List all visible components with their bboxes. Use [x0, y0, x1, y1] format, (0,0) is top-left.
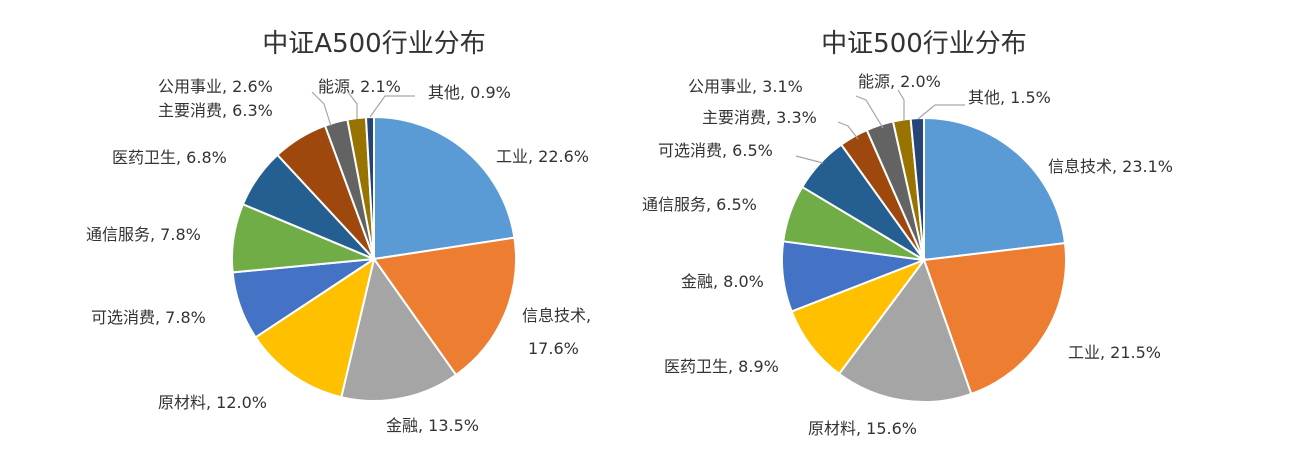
leader-line-公用事业 — [855, 95, 884, 129]
pie-slice-工业 — [373, 115, 516, 261]
leader-line-能源 — [897, 89, 905, 121]
pie-slice-工业 — [922, 241, 1067, 396]
pie-slice-其他 — [909, 116, 925, 261]
data-label-能源: 能源, 2.1% — [318, 77, 401, 96]
data-label-主要消费: 主要消费, 3.3% — [702, 108, 817, 127]
data-label-信息技术: 信息技术, — [522, 306, 591, 325]
data-label-医药卫生: 医药卫生, 8.9% — [664, 357, 779, 376]
leader-line-其他 — [917, 104, 965, 120]
chart-title: 中证500行业分布 — [821, 29, 1027, 59]
leader-line-主要消费 — [837, 121, 859, 140]
data-label-信息技术: 信息技术, 23.1% — [1048, 157, 1173, 176]
data-label-原材料: 原材料, 15.6% — [808, 419, 917, 438]
chart-title: 中证A500行业分布 — [262, 29, 485, 59]
data-label-通信服务: 通信服务, 7.8% — [86, 225, 201, 244]
data-label-其他: 其他, 1.5% — [968, 88, 1051, 107]
data-label-能源: 能源, 2.0% — [858, 72, 941, 91]
leader-line-公用事业 — [311, 91, 332, 127]
data-label-工业: 工业, 22.6% — [496, 147, 589, 166]
data-labels: 工业, 22.6% 信息技术, 金融, 13.5% 原材料, 12.0% 可选消费, 7… — [86, 77, 591, 435]
pie-slice-原材料 — [837, 257, 973, 403]
leader-lines — [311, 91, 415, 127]
data-label-原材料: 原材料, 12.0% — [158, 393, 267, 412]
data-label-可选消费: 可选消费, 7.8% — [91, 308, 206, 327]
leader-line-其他 — [369, 95, 415, 118]
data-labels: 信息技术, 23.1% 工业, 21.5% 原材料, 15.6% 医药卫生, 8.9%… — [642, 72, 1173, 438]
data-label-公用事业: 公用事业, 3.1% — [688, 77, 803, 96]
leader-line-可选消费 — [795, 155, 824, 164]
pie-slice-金融 — [340, 256, 458, 402]
data-label-金融: 金融, 13.5% — [386, 416, 479, 435]
pie-slice-其他 — [364, 115, 375, 260]
data-label-金融: 金融, 8.0% — [681, 272, 764, 291]
data-label-其他: 其他, 0.9% — [428, 83, 511, 102]
chart-csi500: 中证500行业分布 信息技术, 23.1% 工业, 21.5% 原材料, 15.6%… — [642, 29, 1173, 438]
pie-slice-原材料 — [254, 256, 376, 399]
pie-slices — [231, 115, 517, 402]
chart-a500: 中证A500行业分布 工业, 22.6% 信息技术, 金融, 13.5% 原材料, 1… — [86, 29, 591, 435]
data-label-通信服务: 通信服务, 6.5% — [642, 195, 757, 214]
data-label-医药卫生: 医药卫生, 6.8% — [112, 148, 227, 167]
data-label-continuation: 17.6% — [528, 339, 579, 358]
data-label-主要消费: 主要消费, 6.3% — [158, 101, 273, 120]
leader-line-能源 — [347, 91, 358, 119]
data-label-工业: 工业, 21.5% — [1068, 343, 1161, 362]
leader-lines — [795, 89, 965, 164]
data-label-公用事业: 公用事业, 2.6% — [158, 77, 273, 96]
pie-slice-信息技术 — [923, 116, 1067, 262]
pie-slices — [781, 116, 1067, 403]
data-label-可选消费: 可选消费, 6.5% — [658, 141, 773, 160]
pie-slice-信息技术 — [372, 236, 517, 377]
